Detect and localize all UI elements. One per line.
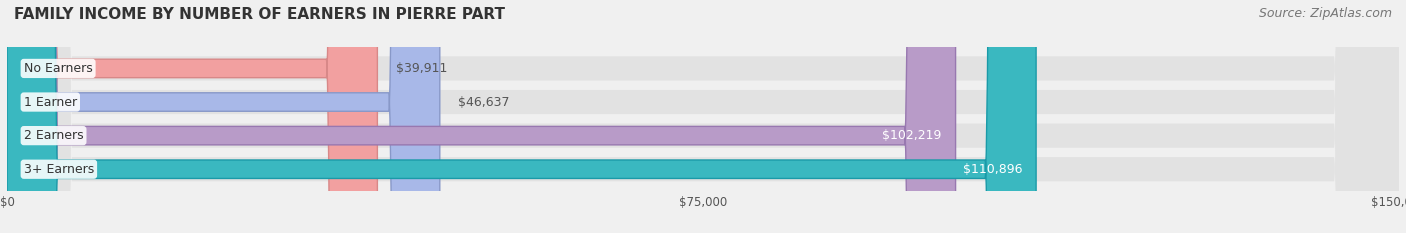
FancyBboxPatch shape	[7, 0, 956, 233]
FancyBboxPatch shape	[7, 0, 1399, 233]
Text: $46,637: $46,637	[458, 96, 510, 109]
Text: 1 Earner: 1 Earner	[24, 96, 77, 109]
FancyBboxPatch shape	[7, 0, 377, 233]
Text: Source: ZipAtlas.com: Source: ZipAtlas.com	[1258, 7, 1392, 20]
Text: 2 Earners: 2 Earners	[24, 129, 83, 142]
FancyBboxPatch shape	[7, 0, 1399, 233]
Text: 3+ Earners: 3+ Earners	[24, 163, 94, 176]
Text: $102,219: $102,219	[883, 129, 942, 142]
FancyBboxPatch shape	[7, 0, 1399, 233]
FancyBboxPatch shape	[7, 0, 440, 233]
FancyBboxPatch shape	[7, 0, 1399, 233]
Text: No Earners: No Earners	[24, 62, 93, 75]
Text: $110,896: $110,896	[963, 163, 1022, 176]
Text: FAMILY INCOME BY NUMBER OF EARNERS IN PIERRE PART: FAMILY INCOME BY NUMBER OF EARNERS IN PI…	[14, 7, 505, 22]
FancyBboxPatch shape	[7, 0, 1036, 233]
Text: $39,911: $39,911	[396, 62, 447, 75]
